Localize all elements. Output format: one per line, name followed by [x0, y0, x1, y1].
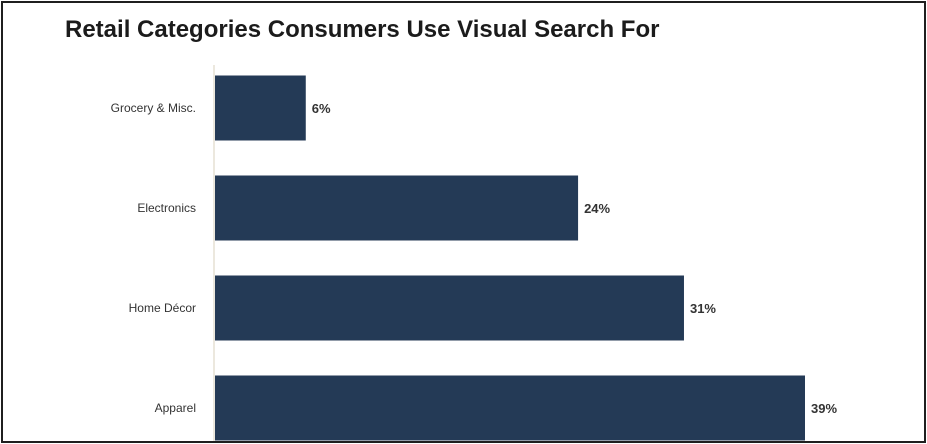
category-label-0: Grocery & Misc. [111, 101, 196, 115]
bar-0 [215, 75, 306, 141]
bar-2 [215, 275, 684, 341]
category-label-1: Electronics [137, 201, 196, 215]
chart-title: Retail Categories Consumers Use Visual S… [65, 16, 660, 43]
value-label-3: 39% [811, 401, 837, 416]
bar-chart: Grocery & Misc. 6% Electronics 24% Home Déco… [111, 65, 837, 441]
bar-3 [215, 375, 805, 441]
bars-group: Grocery & Misc. 6% Electronics 24% Home Déco… [111, 75, 837, 441]
category-label-3: Apparel [155, 401, 196, 415]
value-label-0: 6% [312, 101, 331, 116]
category-label-2: Home Décor [129, 301, 196, 315]
bar-1 [215, 175, 579, 241]
value-label-1: 24% [584, 201, 610, 216]
value-label-2: 31% [690, 301, 716, 316]
